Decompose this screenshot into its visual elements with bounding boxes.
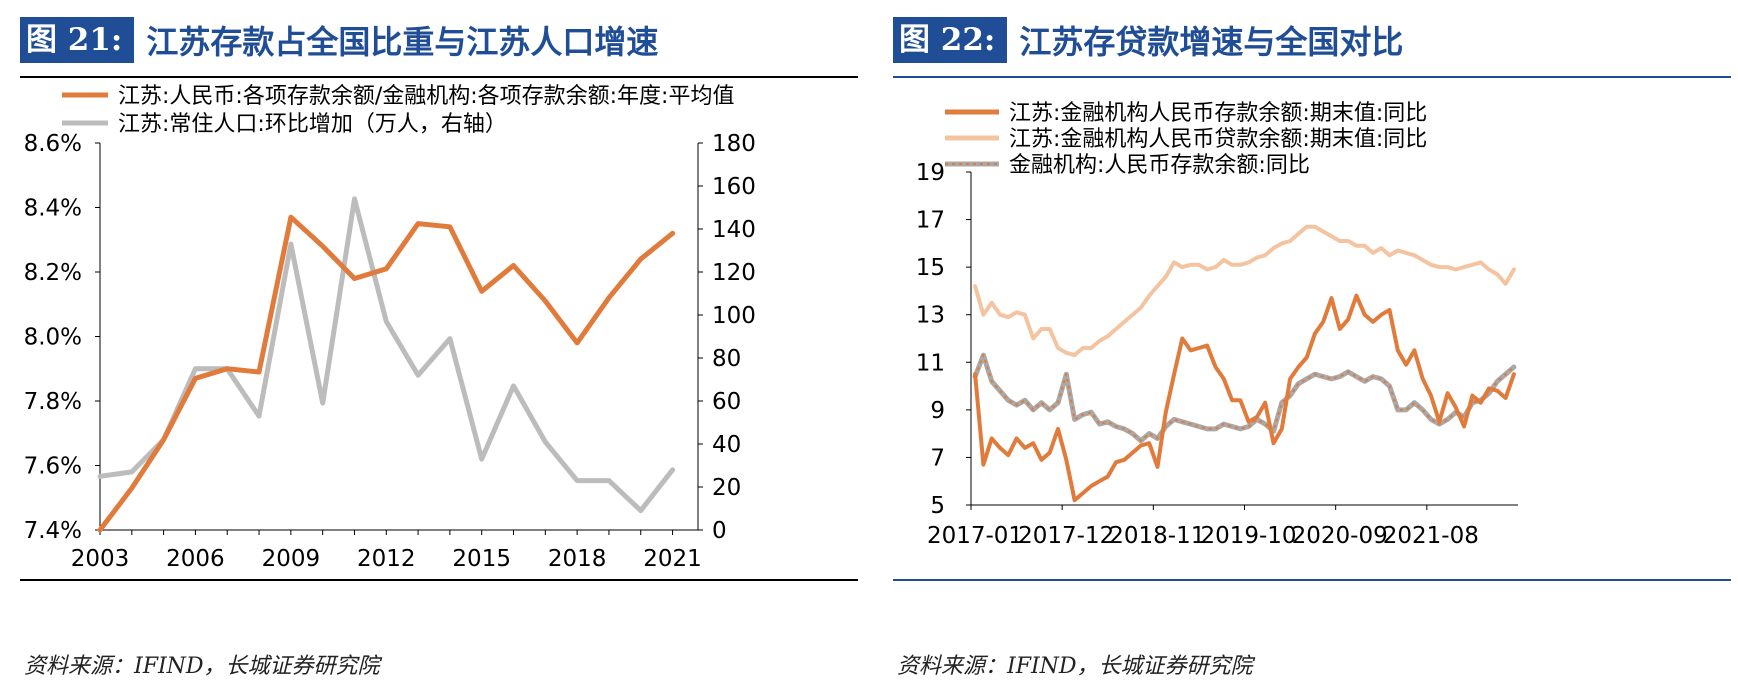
x-tick-label: 2018-11: [1109, 523, 1205, 549]
figure-21-header: 图 21: 江苏存款占全国比重与江苏人口增速: [20, 16, 658, 64]
figure-21-source: 资料来源：IFIND，长城证券研究院: [24, 654, 380, 679]
y-tick-label: 5: [930, 493, 945, 519]
x-tick-label: 2003: [71, 546, 130, 572]
y-tick-label: 7: [930, 445, 945, 471]
right-y-tick-label: 120: [712, 260, 756, 286]
right-y-tick-label: 140: [712, 217, 756, 243]
figure-21-panel: 图 21: 江苏存款占全国比重与江苏人口增速 7.4% 7.6% 7.8% 8.0% 8…: [20, 0, 858, 692]
x-tick-label: 2018: [548, 546, 607, 572]
figure-22-title: 江苏存贷款增速与全国对比: [1019, 23, 1404, 61]
x-tick-label: 2017-01: [927, 523, 1023, 549]
x-tick-label: 2019-10: [1200, 523, 1296, 549]
y-tick-label: 11: [916, 350, 945, 376]
y-tick-label: 15: [916, 255, 945, 281]
right-y-tick-label: 100: [712, 303, 756, 329]
left-y-tick-label: 8.2%: [24, 260, 82, 286]
x-tick-label: 2009: [262, 546, 321, 572]
figure-21-top-rule: [20, 76, 858, 78]
figure-22-source: 资料来源：IFIND，长城证券研究院: [897, 654, 1253, 679]
left-y-tick-label: 8.4%: [24, 196, 82, 222]
figure-21-title: 江苏存款占全国比重与江苏人口增速: [146, 23, 659, 61]
x-tick-label: 2021-08: [1383, 523, 1479, 549]
right-y-tick-label: 60: [712, 389, 741, 415]
figure-22-chart: 5 7 9 11 13 15 17 19 2017-012017-122018-112019-1…: [916, 101, 1518, 549]
figure-22-bottom-rule: [893, 579, 1731, 581]
left-y-tick-label: 8.6%: [24, 131, 82, 157]
left-y-tick-label: 7.8%: [24, 389, 82, 415]
deposit-share-line: [97, 214, 676, 533]
right-y-tick-label: 180: [712, 131, 756, 157]
figure-22-header: 图 22: 江苏存贷款增速与全国对比: [893, 16, 1403, 64]
figure-21-chart: 7.4% 7.6% 7.8% 8.0% 8.2% 8.4% 8.6% 0 20 40 60 80 100…: [24, 84, 756, 572]
figure-22-top-rule: [893, 76, 1731, 78]
figure-21-bottom-rule: [20, 579, 858, 581]
figure-22-number: 图 22:: [893, 17, 1008, 63]
left-y-tick-label: 7.4%: [24, 518, 82, 544]
jiangsu-loan-growth-line: [973, 224, 1516, 358]
y-tick-label: 13: [916, 303, 945, 329]
y-tick-label: 19: [916, 160, 945, 186]
right-y-tick-label: 160: [712, 174, 756, 200]
x-tick-label: 2006: [166, 546, 225, 572]
left-y-tick-label: 8.0%: [24, 325, 82, 351]
national-deposit-growth-dash: [974, 354, 1515, 442]
x-tick-label: 2021: [643, 546, 702, 572]
population-change-line: [97, 196, 676, 514]
figure-21-number: 图 21:: [20, 17, 135, 63]
y-tick-label: 17: [916, 208, 945, 234]
x-tick-label: 2012: [357, 546, 416, 572]
right-y-tick-label: 0: [712, 518, 727, 544]
legend-label: 江苏:金融机构人民币存款余额:期末值:同比: [1009, 101, 1427, 126]
y-tick-label: 9: [930, 398, 945, 424]
left-y-tick-label: 7.6%: [24, 454, 82, 480]
right-y-tick-label: 40: [712, 432, 741, 458]
x-tick-label: 2015: [452, 546, 511, 572]
x-tick-label: 2020-09: [1292, 523, 1388, 549]
legend-label: 金融机构:人民币存款余额:同比: [1009, 153, 1310, 178]
legend-label: 江苏:金融机构人民币贷款余额:期末值:同比: [1009, 127, 1427, 152]
x-tick-label: 2017-12: [1018, 523, 1114, 549]
legend-label: 江苏:人民币:各项存款余额/金融机构:各项存款余额:年度:平均值: [118, 84, 734, 109]
figure-22-panel: 图 22: 江苏存贷款增速与全国对比 5 7 9 11 13 15 17 19 2017-01 2…: [893, 0, 1731, 692]
legend-label: 江苏:常住人口:环比增加（万人，右轴）: [118, 112, 507, 137]
right-y-tick-label: 20: [712, 475, 741, 501]
jiangsu-deposit-growth-line: [973, 293, 1516, 503]
right-y-tick-label: 80: [712, 346, 741, 372]
